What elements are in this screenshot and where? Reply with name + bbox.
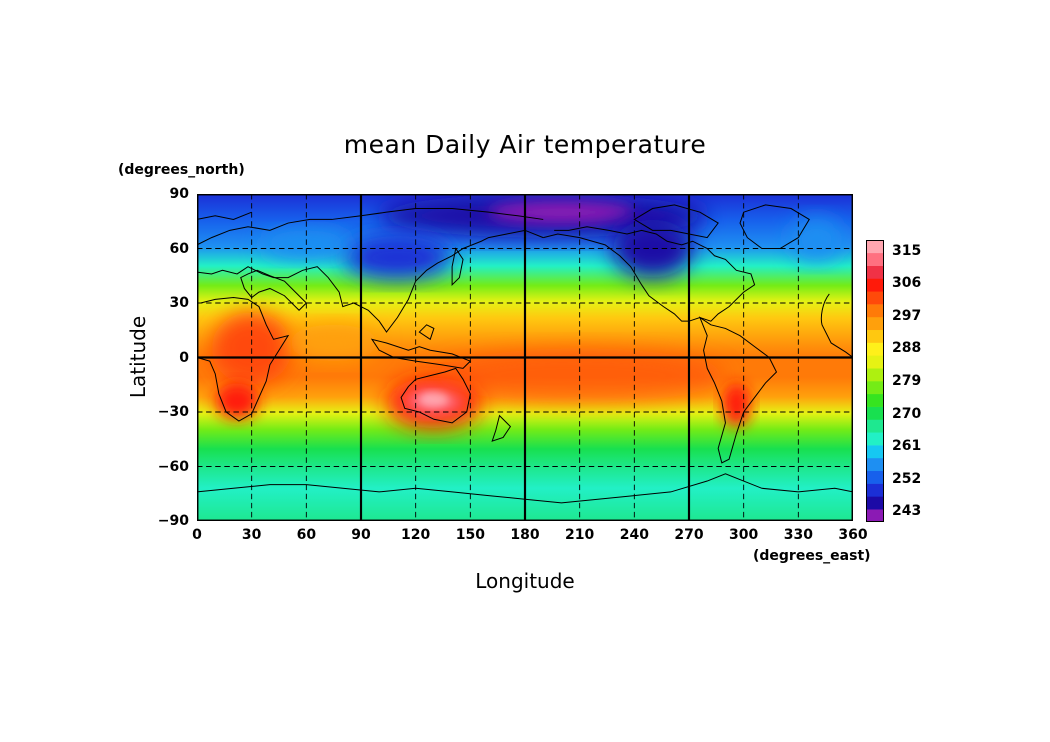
y-axis-unit: (degrees_north)	[118, 162, 245, 178]
colorbar-swatch	[866, 265, 884, 279]
colorbar-swatch	[866, 445, 884, 459]
x-tick-label: 150	[455, 527, 485, 543]
colorbar-tick-label: 297	[892, 307, 922, 324]
x-tick-label: 240	[619, 527, 649, 543]
x-tick-label: 120	[401, 527, 431, 543]
colorbar-tick-label: 306	[892, 275, 922, 292]
colorbar-swatch	[866, 432, 884, 446]
colorbar-swatch	[866, 252, 884, 266]
colorbar-swatch	[866, 368, 884, 382]
colorbar-swatch	[866, 355, 884, 369]
temperature-map	[197, 194, 853, 521]
x-tick-label: 90	[351, 527, 371, 543]
colorbar-swatch	[866, 278, 884, 292]
colorbar-swatch	[866, 240, 884, 254]
colorbar-swatch	[866, 304, 884, 318]
colorbar-tick-label: 288	[892, 340, 922, 357]
coastlines	[197, 204, 853, 504]
colorbar-swatch	[866, 509, 884, 522]
colorbar-tick-label: 315	[892, 242, 922, 259]
colorbar-swatch	[866, 496, 884, 510]
colorbar-tick-label: 279	[892, 373, 922, 389]
colorbar-swatch	[866, 470, 884, 484]
x-tick-label: 60	[296, 527, 317, 543]
colorbar	[866, 240, 884, 522]
colorbar-swatch	[866, 329, 884, 343]
x-tick-label: 30	[241, 527, 262, 543]
colorbar-tick-label: 243	[892, 503, 922, 520]
colorbar-swatch	[866, 381, 884, 395]
colorbar-swatch	[866, 291, 884, 305]
colorbar-swatch	[866, 406, 884, 420]
colorbar-tick-label: 270	[892, 405, 922, 422]
y-tick-label: 30	[169, 295, 189, 311]
colorbar-tick-label: 261	[892, 438, 922, 455]
colorbar-swatch	[866, 419, 884, 433]
x-tick-label: 0	[192, 527, 202, 543]
x-tick-label: 270	[674, 527, 704, 543]
x-tick-label: 210	[565, 527, 595, 543]
colorbar-swatch	[866, 457, 884, 472]
y-tick-label: 60	[169, 240, 189, 257]
chart-title: mean Daily Air temperature	[343, 130, 707, 159]
y-tick-label: −60	[157, 458, 189, 475]
colorbar-swatch	[866, 483, 884, 497]
x-axis-label: Longitude	[475, 569, 575, 593]
colorbar-swatch	[866, 316, 884, 331]
x-tick-label: 180	[510, 527, 540, 543]
x-tick-label: 330	[783, 527, 813, 543]
colorbar-tick-label: 252	[892, 470, 922, 487]
y-tick-label: −90	[157, 513, 189, 529]
y-tick-label: 0	[179, 349, 189, 366]
x-tick-label: 360	[838, 527, 868, 543]
colorbar-frame	[866, 240, 884, 522]
y-tick-label: −30	[157, 404, 189, 420]
y-tick-label: 90	[169, 186, 189, 202]
x-tick-label: 300	[729, 527, 759, 543]
colorbar-swatch	[866, 342, 884, 356]
colorbar-swatch	[866, 393, 884, 407]
x-axis-unit: (degrees_east)	[753, 548, 871, 564]
